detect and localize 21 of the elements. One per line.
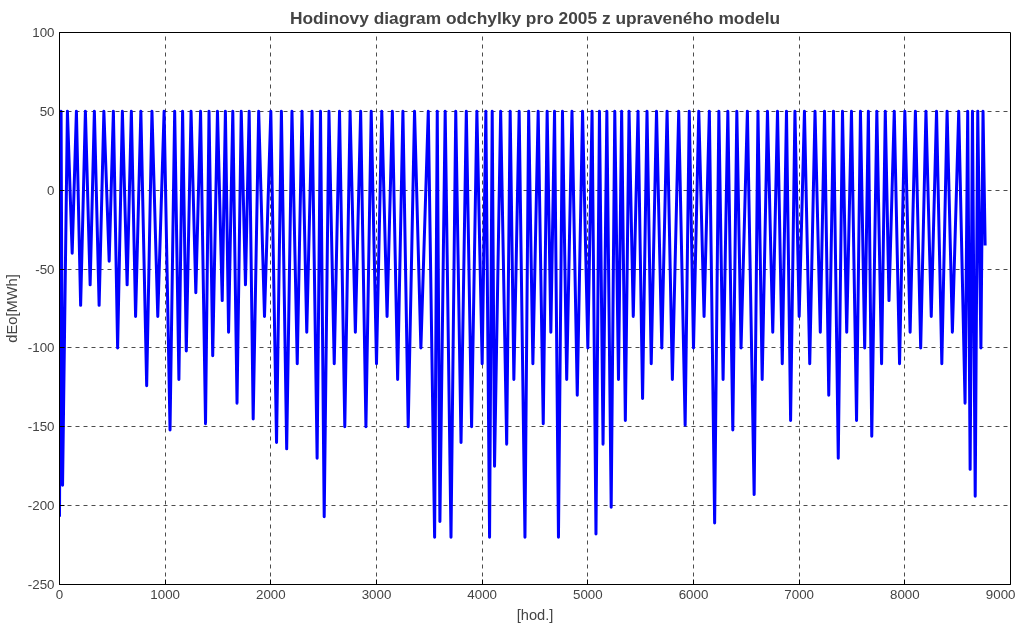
x-tick-label: 4000 [467,586,497,602]
x-tick-label: 6000 [678,586,709,602]
y-tick-label: -100 [27,340,55,356]
y-tick-label: -250 [27,577,55,592]
x-axis-title: [hod.] [516,606,554,623]
x-tick-label: 1000 [150,586,180,602]
x-tick-label: 5000 [573,586,603,602]
x-tick-label: 8000 [890,586,920,602]
x-tick-label: 7000 [784,586,814,602]
x-tick-label: 3000 [361,586,392,602]
y-tick-label: -200 [27,498,55,514]
y-tick-label: 0 [47,182,55,198]
y-tick-label: 100 [32,25,55,40]
x-tick-label: 9000 [985,586,1016,602]
line-series [59,109,987,539]
y-axis-title: dEo[MWh] [3,274,20,343]
y-tick-label: -50 [35,261,55,277]
x-tick-label: 2000 [256,586,286,602]
chart-title: Hodinovy diagram odchylky pro 2005 z upraveného modelu [289,7,781,28]
y-tick-label: -150 [27,419,55,435]
y-tick-label: 50 [39,103,55,119]
